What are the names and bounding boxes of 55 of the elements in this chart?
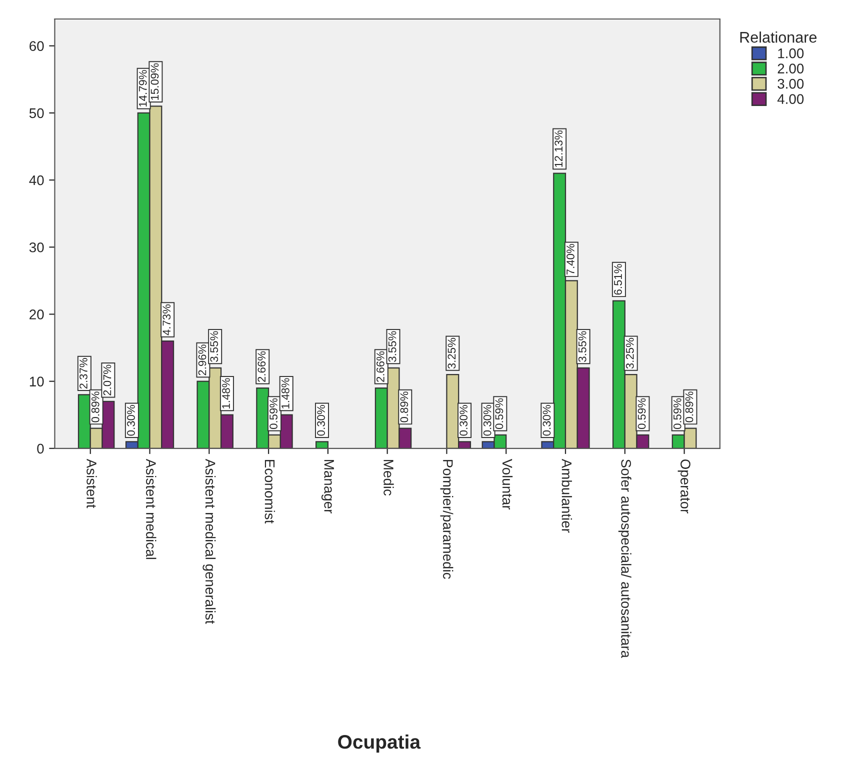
annotation: 3.55% [388, 331, 396, 362]
annotation: 1.48% [222, 378, 230, 408]
x-tick-label: Asistent [86, 458, 97, 508]
x-tick-label: Medic [384, 460, 394, 496]
annotation: 2.07% [103, 364, 112, 396]
annotation: 2.96% [198, 344, 206, 376]
annotation: 0.89% [685, 392, 694, 422]
x-tick-label: Voluntar [502, 458, 513, 510]
y-tick-label: 0 [37, 444, 44, 454]
x-tick-label: Manager [321, 460, 334, 514]
annotation: 0.30% [542, 405, 551, 436]
x-tick-label: Asistent medical generalist [202, 458, 216, 624]
legend-label: 3.00 [778, 78, 804, 89]
annotation: 0.30% [317, 405, 325, 436]
annotation: 0.89% [91, 392, 100, 422]
y-tick-label: 10 [30, 376, 44, 386]
legend-label: 4.00 [777, 94, 804, 104]
x-tick-label: Sofer autospeciala/ autosanitara [618, 459, 632, 658]
annotation: 14.79% [138, 70, 147, 107]
annotation: 3.55% [578, 331, 586, 362]
annotation: 3.25% [626, 338, 634, 369]
annotation: 0.30% [127, 405, 135, 436]
annotation: 7.40% [566, 244, 574, 275]
annotation: 0.30% [483, 405, 492, 436]
x-tick-label: Economist [264, 460, 276, 524]
x-tick-label: Ambulantier [562, 458, 572, 533]
y-tick-label: 50 [29, 108, 44, 118]
annotation: 0.89% [400, 392, 408, 422]
annotation: 1.48% [281, 378, 290, 408]
y-tick-label: 20 [30, 310, 44, 320]
annotation: 0.59% [673, 398, 682, 429]
annotation: 0.59% [495, 398, 504, 429]
legend-title: Relationare [740, 32, 817, 43]
annotation: 3.55% [210, 331, 218, 362]
y-tick-label: 30 [29, 242, 44, 252]
annotation: 2.37% [80, 358, 88, 389]
bar [315, 441, 328, 448]
x-axis-title: Ocupatia [338, 734, 421, 753]
y-tick-label: 40 [29, 175, 44, 186]
annotation: 0.30% [460, 405, 468, 436]
x-tick-label: Asistent medical [146, 458, 156, 560]
x-tick-label: Operator [678, 459, 690, 514]
annotation: 0.59% [638, 398, 646, 429]
legend-label: 1.00 [778, 48, 804, 58]
annotation: 3.25% [448, 338, 456, 369]
annotation: 6.51% [614, 264, 622, 295]
legend-label: 2.00 [778, 64, 804, 74]
annotation: 12.13% [554, 130, 563, 167]
annotation: 0.59% [270, 398, 278, 429]
annotation: 2.66% [376, 351, 384, 382]
y-tick-label: 60 [30, 41, 44, 52]
annotation: 2.66% [258, 351, 266, 382]
annotation: 4.73% [162, 304, 171, 336]
annotation: 15.09% [150, 63, 159, 100]
x-tick-label: Pompier/paramedic [440, 460, 454, 579]
